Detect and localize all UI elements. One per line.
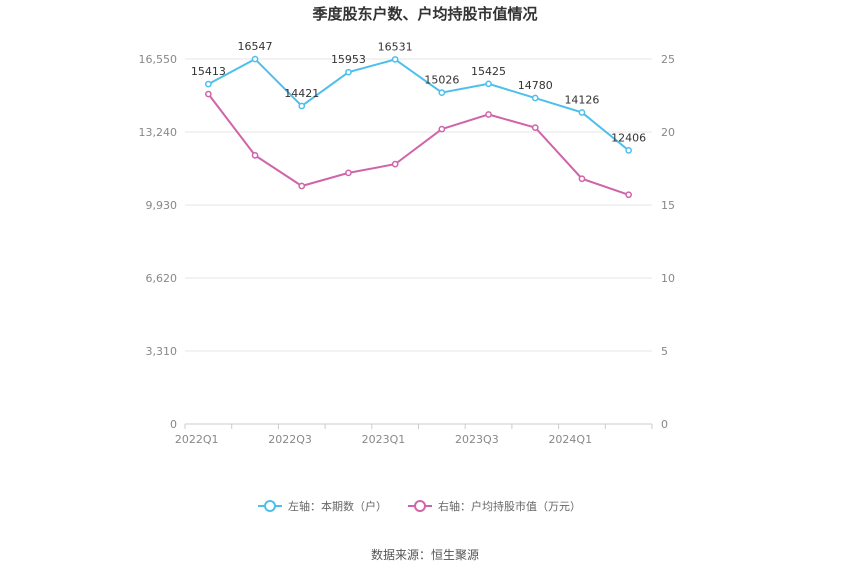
data-point [251, 55, 259, 63]
data-label: 15425 [471, 65, 506, 78]
right-tick-label: 15 [661, 199, 675, 212]
data-label: 14421 [284, 87, 319, 100]
data-point [625, 191, 633, 199]
data-point [205, 90, 212, 98]
legend-item-1: 左轴：本期数（户） [258, 499, 387, 513]
data-point [485, 80, 492, 88]
grid [185, 58, 652, 425]
left-tick-label: 9,930 [146, 199, 178, 212]
data-label: 14780 [518, 79, 553, 92]
data-point [578, 175, 586, 183]
x-axis: 2022Q1 2022Q3 2023Q1 2023Q3 2024Q1 [175, 424, 653, 446]
x-tick-label: 2023Q1 [362, 433, 406, 446]
legend-label: 右轴：户均持股市值（万元） [438, 499, 581, 513]
data-point [205, 80, 212, 88]
right-tick-label: 0 [661, 418, 668, 431]
data-point [485, 111, 492, 118]
data-point [345, 68, 352, 76]
data-point [531, 94, 539, 102]
data-point [251, 152, 259, 159]
left-tick-label: 0 [170, 418, 177, 431]
data-point [298, 182, 306, 190]
data-point [625, 147, 633, 154]
left-tick-label: 16,550 [139, 53, 178, 66]
left-tick-label: 3,310 [146, 345, 178, 358]
data-label: 15026 [424, 74, 459, 87]
data-label: 16547 [238, 40, 273, 53]
left-tick-label: 13,240 [139, 126, 178, 139]
right-tick-label: 10 [661, 272, 675, 285]
right-tick-label: 20 [661, 126, 675, 139]
data-point [391, 160, 399, 168]
series-2 [205, 90, 633, 199]
right-tick-label: 5 [661, 345, 668, 358]
x-tick-label: 2022Q3 [268, 433, 312, 446]
series-1: 15413 16547 14421 15953 16531 15026 15425 14780… [191, 40, 646, 154]
left-tick-label: 6,620 [146, 272, 178, 285]
x-tick-label: 2023Q3 [455, 433, 499, 446]
data-point [391, 56, 399, 63]
right-axis: 0 5 10 15 20 25 [661, 53, 675, 431]
data-point [438, 89, 446, 96]
series-line [207, 93, 629, 196]
legend[interactable]: 左轴：本期数（户） 右轴：户均持股市值（万元） [258, 499, 581, 513]
data-point [345, 169, 352, 177]
chart-title: 季度股东户数、户均持股市值情况 [312, 5, 537, 23]
data-label: 15413 [191, 65, 226, 78]
data-label: 16531 [378, 40, 413, 53]
data-label: 14126 [564, 93, 599, 106]
data-point [531, 124, 539, 131]
legend-marker [414, 500, 426, 512]
data-label: 15953 [331, 53, 366, 66]
legend-marker [264, 500, 276, 512]
series-layer: 15413 16547 14421 15953 16531 15026 15425 14780… [191, 40, 646, 199]
legend-item-2: 右轴：户均持股市值（万元） [408, 499, 581, 513]
series-line [207, 57, 630, 152]
data-point [298, 102, 306, 110]
x-tick-label: 2022Q1 [175, 433, 219, 446]
right-tick-label: 25 [661, 53, 675, 66]
x-tick-label: 2024Q1 [548, 433, 592, 446]
legend-label: 左轴：本期数（户） [288, 499, 387, 513]
data-label: 12406 [611, 131, 646, 144]
data-point [438, 125, 446, 133]
data-point [578, 109, 586, 116]
source-note: 数据来源：恒生聚源 [371, 547, 479, 562]
left-axis: 0 3,310 6,620 9,930 13,240 16,550 [139, 53, 178, 431]
